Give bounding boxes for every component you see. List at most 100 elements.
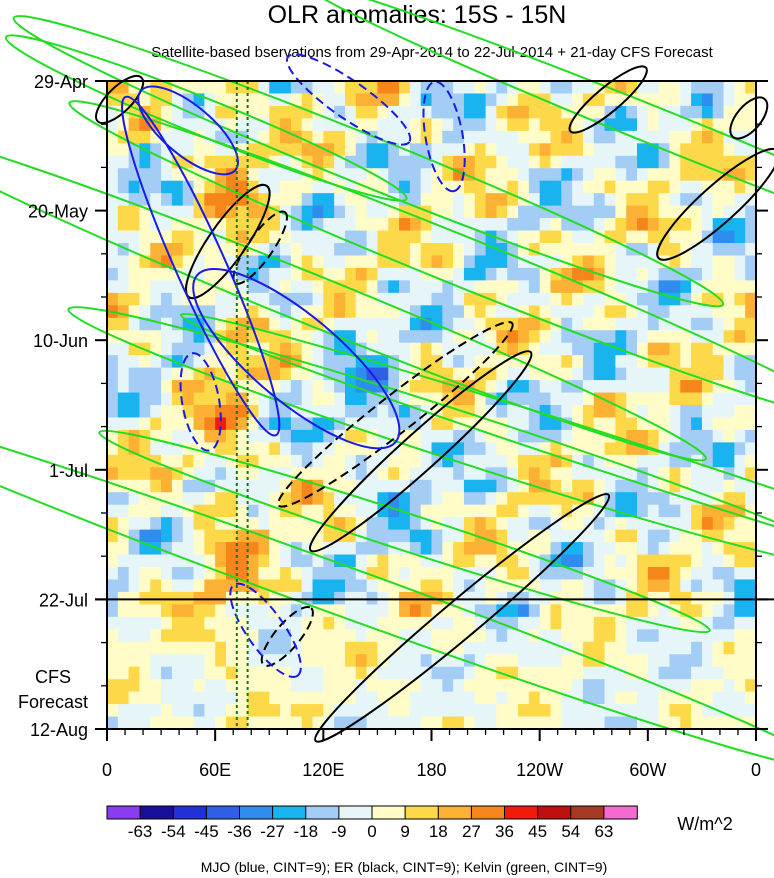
heatmap-cell bbox=[377, 679, 389, 693]
heatmap-cell bbox=[734, 492, 746, 506]
heatmap-cell bbox=[507, 467, 519, 481]
heatmap-cell bbox=[107, 392, 119, 406]
heatmap-cell bbox=[355, 255, 368, 269]
heatmap-cell bbox=[463, 93, 476, 107]
heatmap-cell bbox=[247, 542, 260, 556]
heatmap-cell bbox=[128, 479, 141, 493]
heatmap-cell bbox=[247, 355, 260, 369]
heatmap-cell bbox=[518, 317, 530, 331]
heatmap-cell bbox=[442, 342, 454, 356]
heatmap-cell bbox=[658, 380, 671, 394]
heatmap-cell bbox=[150, 155, 162, 169]
heatmap-cell bbox=[344, 567, 357, 581]
heatmap-cell bbox=[280, 93, 292, 107]
heatmap-cell bbox=[150, 105, 162, 119]
heatmap-cell bbox=[658, 118, 671, 132]
heatmap-cell bbox=[615, 205, 627, 219]
heatmap-cell bbox=[550, 542, 562, 556]
heatmap-cell bbox=[193, 529, 205, 543]
heatmap-cell bbox=[593, 666, 606, 680]
heatmap-cell bbox=[420, 317, 433, 331]
heatmap-cell bbox=[518, 218, 530, 232]
heatmap-cell bbox=[615, 554, 627, 568]
heatmap-cell bbox=[139, 616, 151, 630]
heatmap-cell bbox=[193, 616, 205, 630]
heatmap-cell bbox=[150, 641, 162, 655]
heatmap-cell bbox=[269, 342, 281, 356]
heatmap-cell bbox=[225, 529, 238, 543]
heatmap-cell bbox=[658, 93, 671, 107]
heatmap-cell bbox=[280, 168, 292, 182]
heatmap-cell bbox=[669, 280, 681, 294]
heatmap-cell bbox=[128, 429, 141, 443]
heatmap-cell bbox=[409, 429, 422, 443]
heatmap-cell bbox=[344, 666, 357, 680]
heatmap-cell bbox=[323, 504, 335, 518]
heatmap-cell bbox=[107, 317, 119, 331]
heatmap-cell bbox=[409, 654, 422, 668]
heatmap-cell bbox=[712, 330, 725, 344]
heatmap-cell bbox=[377, 405, 389, 419]
heatmap-cell bbox=[171, 305, 184, 319]
heatmap-cell bbox=[615, 330, 627, 344]
heatmap-cell bbox=[290, 180, 303, 194]
heatmap-cell bbox=[399, 654, 411, 668]
heatmap-cell bbox=[691, 118, 703, 132]
heatmap-cell bbox=[431, 616, 443, 630]
heatmap-cell bbox=[269, 180, 281, 194]
heatmap-cell bbox=[420, 330, 433, 344]
er-contour bbox=[314, 493, 611, 743]
heatmap-cell bbox=[507, 180, 519, 194]
heatmap-cell bbox=[463, 243, 476, 257]
heatmap-cell bbox=[366, 429, 379, 443]
heatmap-cell bbox=[463, 554, 476, 568]
heatmap-cell bbox=[561, 267, 573, 281]
heatmap-cell bbox=[463, 716, 476, 730]
heatmap-cell bbox=[225, 666, 238, 680]
heatmap-cell bbox=[550, 367, 562, 381]
heatmap-cell bbox=[615, 679, 627, 693]
heatmap-cell bbox=[420, 143, 433, 157]
heatmap-cell bbox=[463, 193, 476, 207]
heatmap-cell bbox=[539, 467, 552, 481]
heatmap-cell bbox=[161, 280, 173, 294]
heatmap-cell bbox=[604, 492, 616, 506]
heatmap-cell bbox=[312, 317, 324, 331]
heatmap-cell bbox=[388, 143, 400, 157]
heatmap-cell bbox=[258, 292, 270, 306]
heatmap-cell bbox=[518, 417, 530, 431]
heatmap-cell bbox=[637, 292, 649, 306]
heatmap-cell bbox=[528, 654, 541, 668]
heatmap-cell bbox=[366, 130, 379, 144]
heatmap-cell bbox=[344, 716, 357, 730]
heatmap-cell bbox=[593, 205, 606, 219]
heatmap-cell bbox=[312, 542, 324, 556]
heatmap-cell bbox=[680, 342, 692, 356]
heatmap-cell bbox=[442, 716, 454, 730]
heatmap-cell bbox=[215, 280, 227, 294]
heatmap-cell bbox=[388, 243, 400, 257]
heatmap-cell bbox=[301, 143, 314, 157]
heatmap-cell bbox=[280, 305, 292, 319]
heatmap-cell bbox=[496, 429, 508, 443]
mjo-contour bbox=[285, 53, 412, 146]
heatmap-cell bbox=[745, 168, 757, 182]
heatmap-cell bbox=[582, 243, 595, 257]
heatmap-cell bbox=[193, 243, 205, 257]
heatmap-cell bbox=[301, 654, 314, 668]
heatmap-cell bbox=[593, 604, 606, 618]
heatmap-cell bbox=[582, 205, 595, 219]
heatmap-cell bbox=[604, 417, 616, 431]
heatmap-cell bbox=[637, 679, 649, 693]
heatmap-cell bbox=[161, 542, 173, 556]
heatmap-cell bbox=[647, 230, 660, 244]
heatmap-cell bbox=[366, 479, 379, 493]
heatmap-cell bbox=[150, 280, 162, 294]
heatmap-cell bbox=[399, 467, 411, 481]
heatmap-cell bbox=[463, 641, 476, 655]
heatmap-cell bbox=[247, 168, 260, 182]
heatmap-cell bbox=[377, 604, 389, 618]
heatmap-cell bbox=[561, 342, 573, 356]
heatmap-cell bbox=[701, 666, 714, 680]
heatmap-cell bbox=[701, 716, 714, 730]
